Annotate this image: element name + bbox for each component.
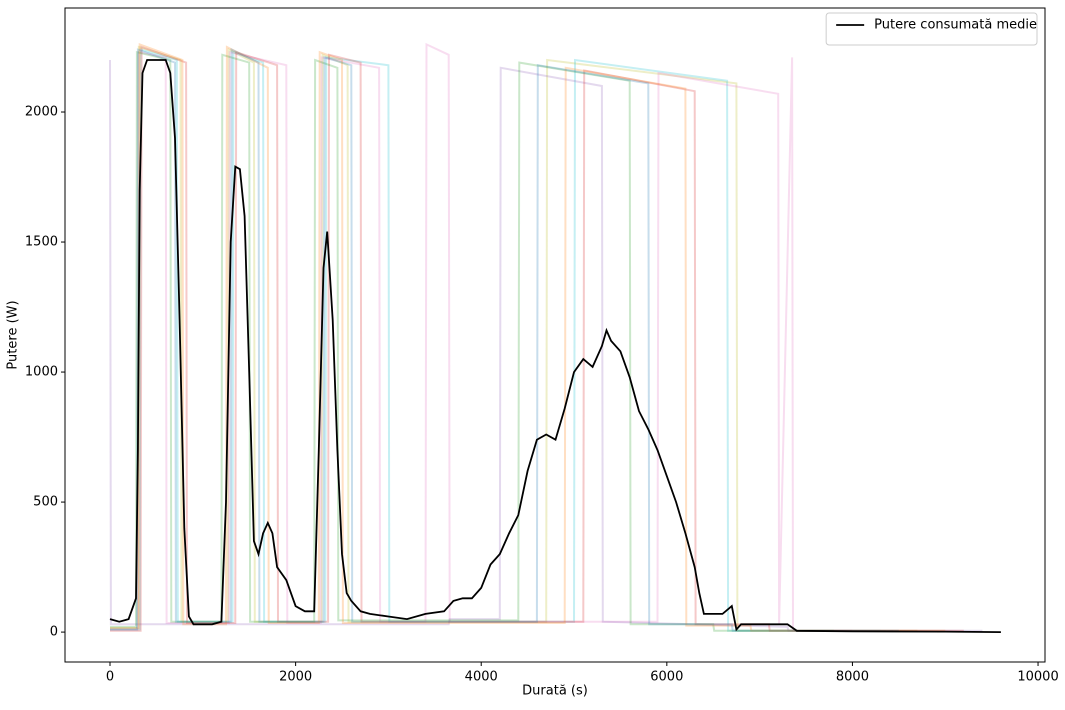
trace-line bbox=[110, 45, 964, 632]
x-tick-label: 10000 bbox=[1017, 670, 1058, 685]
y-tick-label: 1000 bbox=[25, 365, 58, 380]
x-tick-label: 2000 bbox=[279, 670, 312, 685]
legend-box bbox=[825, 12, 1038, 46]
trace-line bbox=[110, 48, 881, 632]
x-tick-label: 8000 bbox=[836, 670, 869, 685]
x-tick-label: 0 bbox=[106, 670, 114, 685]
y-tick-label: 2000 bbox=[25, 105, 58, 120]
plot-frame bbox=[64, 7, 1046, 663]
legend: Putere consumată medie bbox=[825, 12, 1038, 46]
x-tick-label: 6000 bbox=[650, 670, 683, 685]
y-axis-label: Putere (W) bbox=[6, 300, 21, 369]
trace-line bbox=[110, 50, 834, 632]
y-tick-label: 0 bbox=[50, 625, 58, 640]
trace-line bbox=[109, 59, 983, 632]
y-tick-label: 1500 bbox=[25, 235, 58, 250]
trace-line bbox=[110, 45, 918, 632]
y-tick-label: 500 bbox=[33, 495, 58, 510]
x-tick-label: 4000 bbox=[465, 670, 498, 685]
lines bbox=[109, 42, 1001, 633]
x-axis-label: Durată (s) bbox=[522, 684, 588, 699]
legend-label: Putere consumată medie bbox=[874, 18, 1037, 33]
plot-area bbox=[65, 8, 1045, 662]
trace-line bbox=[110, 42, 853, 632]
mean-line bbox=[109, 59, 1001, 633]
